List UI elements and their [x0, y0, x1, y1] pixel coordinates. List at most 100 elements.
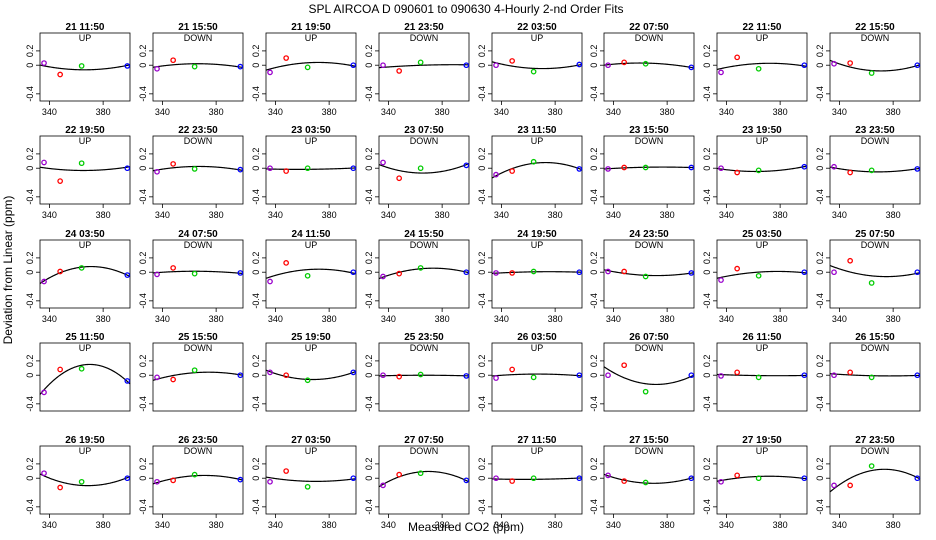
fit-curve: [39, 363, 131, 395]
panel-direction: UP: [531, 343, 544, 353]
panel-title: 24 15:50: [404, 229, 444, 240]
data-point: [530, 68, 537, 75]
y-tick-label: -0.4: [251, 293, 261, 309]
panel-direction: UP: [79, 33, 92, 43]
data-point: [847, 257, 853, 264]
y-tick-label: -0.4: [364, 189, 374, 205]
y-tick-label: -0.4: [138, 396, 148, 412]
y-tick-label: -0.4: [477, 86, 487, 102]
fit-curve: [491, 373, 583, 377]
data-point: [509, 366, 515, 373]
fit-curve: [152, 474, 244, 485]
data-point: [417, 470, 424, 477]
fit-curve: [378, 163, 470, 174]
x-tick-label: 340: [268, 520, 283, 530]
data-point: [868, 280, 875, 286]
data-point: [755, 167, 762, 174]
y-tick-label: 0: [477, 270, 487, 275]
y-tick-label: 0.2: [589, 252, 599, 265]
y-tick-label: 0.2: [702, 458, 712, 471]
y-tick-label: 0.2: [25, 458, 35, 471]
y-tick-label: 0: [138, 476, 148, 481]
x-tick-label: 380: [96, 314, 111, 324]
panel-direction: UP: [756, 446, 769, 456]
x-tick-label: 380: [886, 314, 901, 324]
y-tick-label: 0: [702, 63, 712, 68]
fit-curve: [491, 161, 583, 179]
y-tick-label: -0.4: [477, 293, 487, 309]
y-tick-label: 0: [25, 476, 35, 481]
data-point: [57, 366, 63, 373]
y-tick-label: 0: [589, 63, 599, 68]
y-tick-label: 0: [251, 166, 261, 171]
x-tick-label: 380: [209, 314, 224, 324]
fit-curve: [378, 374, 470, 377]
y-tick-label: -0.4: [815, 499, 825, 515]
panel-title: 26 07:50: [629, 332, 669, 343]
data-point: [417, 265, 424, 271]
x-tick-label: 380: [886, 210, 901, 220]
fit-curve: [603, 366, 695, 386]
y-tick-label: 0: [364, 270, 374, 275]
data-point: [417, 165, 424, 172]
panel-title: 21 23:50: [404, 22, 444, 33]
panel-direction: DOWN: [410, 343, 439, 353]
data-point: [642, 164, 649, 171]
data-point: [914, 166, 921, 172]
data-point: [605, 62, 611, 69]
data-point: [801, 475, 808, 482]
data-point: [283, 55, 289, 61]
y-tick-label: -0.4: [138, 189, 148, 205]
data-point: [41, 159, 47, 166]
panel-frame: [491, 342, 583, 412]
fit-curve: [378, 470, 470, 488]
data-point: [605, 268, 611, 275]
y-tick-label: -0.4: [702, 396, 712, 412]
panel-title: 27 15:50: [629, 435, 669, 446]
panel-frame: [603, 445, 695, 515]
panel-title: 24 19:50: [517, 229, 557, 240]
y-tick-label: 0: [815, 476, 825, 481]
y-tick-label: 0: [25, 373, 35, 378]
x-tick-label: 380: [773, 210, 788, 220]
x-tick-label: 340: [719, 107, 734, 117]
data-point: [170, 477, 176, 484]
y-tick-label: -0.4: [25, 86, 35, 102]
x-tick-label: 340: [381, 210, 396, 220]
fit-curve: [603, 473, 695, 484]
data-point: [41, 278, 47, 285]
panel-frame: [378, 135, 470, 205]
y-tick-label: 0.2: [138, 148, 148, 161]
fit-curve: [265, 167, 357, 170]
data-point: [267, 478, 273, 485]
data-point: [396, 270, 402, 277]
y-tick-label: 0.2: [477, 148, 487, 161]
x-tick-label: 380: [435, 314, 450, 324]
panel-frame: [39, 135, 131, 205]
data-point: [847, 369, 853, 376]
data-point: [380, 159, 386, 166]
x-tick-label: 340: [42, 107, 57, 117]
data-point: [191, 471, 198, 478]
fit-curve: [39, 64, 131, 71]
y-tick-label: -0.4: [251, 396, 261, 412]
y-tick-label: -0.4: [364, 396, 374, 412]
panel-direction: UP: [305, 343, 318, 353]
data-point: [530, 475, 537, 482]
panel-frame: [829, 445, 921, 515]
panel-frame: [603, 135, 695, 205]
data-point: [734, 369, 740, 376]
y-tick-label: 0: [477, 63, 487, 68]
y-tick-label: 0.2: [25, 45, 35, 58]
data-point: [283, 168, 289, 174]
data-point: [396, 471, 402, 478]
panel-frame: [39, 239, 131, 309]
y-tick-label: 0: [477, 373, 487, 378]
data-point: [831, 60, 837, 67]
